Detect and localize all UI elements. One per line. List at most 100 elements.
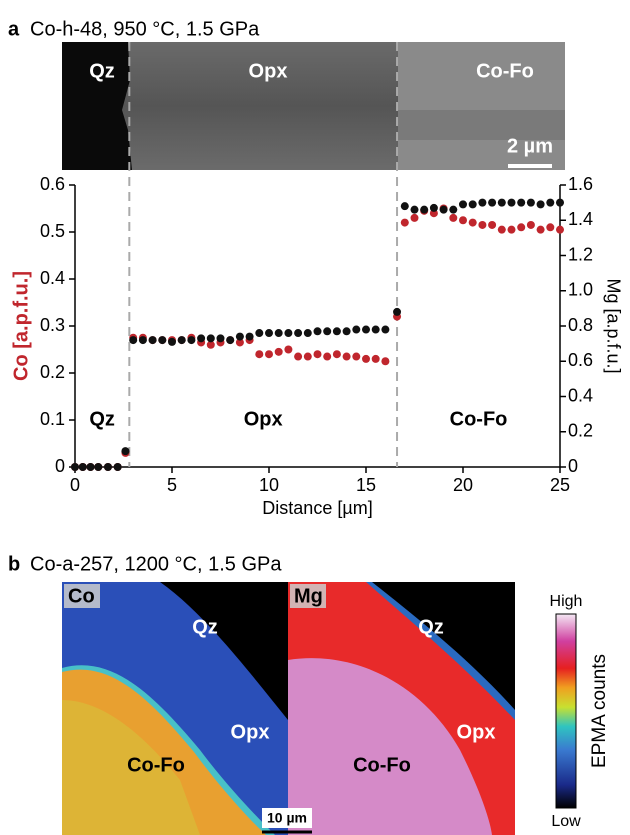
point — [420, 205, 429, 214]
point — [284, 329, 293, 338]
map-title: Mg — [294, 585, 323, 607]
map-label: Qz — [418, 616, 444, 638]
point — [313, 327, 322, 336]
point — [410, 213, 419, 222]
point — [235, 332, 244, 341]
point — [206, 340, 215, 349]
point — [507, 198, 516, 207]
panel-title: Co-h-48, 950 °C, 1.5 GPa — [30, 18, 260, 40]
point — [497, 225, 506, 234]
colorbar-label: EPMA counts — [589, 654, 610, 768]
point — [342, 327, 351, 336]
point — [517, 223, 526, 232]
scale-box — [262, 808, 312, 828]
x-axis-label: Distance [µm] — [262, 498, 372, 518]
y-tick-label: 0.2 — [40, 362, 65, 382]
x-tick-label: 0 — [70, 475, 80, 495]
point — [294, 352, 303, 361]
colorbar-low: Low — [551, 813, 581, 830]
point — [168, 337, 176, 346]
point — [197, 334, 206, 343]
y2-tick-label: 0.8 — [568, 315, 593, 335]
point — [546, 198, 555, 207]
point — [255, 329, 264, 338]
point — [546, 223, 555, 232]
point — [323, 352, 332, 361]
point — [245, 332, 254, 341]
point — [71, 463, 79, 471]
image-label: Opx — [249, 60, 288, 82]
scale-label: 10 µm — [267, 810, 307, 826]
panel-letter: b — [8, 553, 20, 575]
y2-tick-label: 1.4 — [568, 209, 593, 229]
x-tick-label: 10 — [259, 475, 279, 495]
sem-image — [62, 42, 565, 170]
point — [468, 218, 477, 227]
y2-tick-label: 0.6 — [568, 350, 593, 370]
scale-label: 2 µm — [507, 135, 553, 157]
point — [78, 463, 87, 471]
point — [148, 336, 157, 345]
point — [235, 338, 244, 347]
point — [381, 357, 390, 366]
point — [381, 325, 390, 334]
region-label: Co-Fo — [450, 408, 508, 430]
point — [158, 336, 167, 345]
point — [274, 347, 283, 356]
point — [274, 329, 283, 338]
y-tick-label: 0.4 — [40, 268, 65, 288]
region-label: Qz — [89, 408, 115, 430]
point — [187, 336, 196, 345]
x-tick-label: 5 — [167, 475, 177, 495]
point — [352, 352, 361, 361]
point — [362, 325, 370, 334]
point — [94, 463, 103, 471]
point — [517, 198, 526, 207]
y-tick-label: 0.5 — [40, 221, 65, 241]
map-title-box — [290, 584, 326, 608]
point — [507, 225, 516, 234]
map-title-box — [64, 584, 100, 608]
map-label: Opx — [231, 721, 270, 743]
point — [488, 220, 497, 229]
map-label: Co-Fo — [127, 754, 185, 776]
point — [129, 336, 138, 345]
region-label: Opx — [244, 408, 283, 430]
y-tick-label: 0.3 — [40, 315, 65, 335]
point — [332, 327, 341, 336]
y-axis-label: Co [a.p.f.u.] — [10, 271, 32, 381]
point — [303, 352, 312, 361]
co-map — [62, 582, 288, 835]
point — [113, 463, 122, 471]
map-title: Co — [68, 585, 95, 607]
x-tick-label: 15 — [356, 475, 376, 495]
y2-tick-label: 1.2 — [568, 244, 593, 264]
point — [497, 198, 506, 207]
colorbar-high: High — [550, 593, 583, 610]
point — [352, 325, 361, 334]
point — [526, 220, 535, 229]
point — [177, 336, 186, 345]
point — [449, 213, 458, 222]
y2-tick-label: 1.6 — [568, 174, 593, 194]
point — [488, 198, 497, 207]
point — [536, 200, 545, 209]
point — [265, 329, 273, 338]
point — [536, 225, 545, 234]
point — [206, 334, 215, 343]
y2-axis-label: Mg [a.p.f.u.] — [603, 278, 623, 373]
point — [255, 350, 264, 359]
point — [265, 350, 273, 359]
map-label: Qz — [192, 616, 218, 638]
y-tick-label: 0.1 — [40, 409, 65, 429]
point — [371, 325, 380, 334]
point — [393, 307, 402, 316]
x-tick-label: 20 — [453, 475, 473, 495]
point — [410, 205, 419, 214]
point — [478, 198, 487, 207]
point — [294, 329, 303, 338]
point — [400, 218, 409, 227]
panel-title: Co-a-257, 1200 °C, 1.5 GPa — [30, 553, 282, 575]
point — [121, 447, 130, 456]
